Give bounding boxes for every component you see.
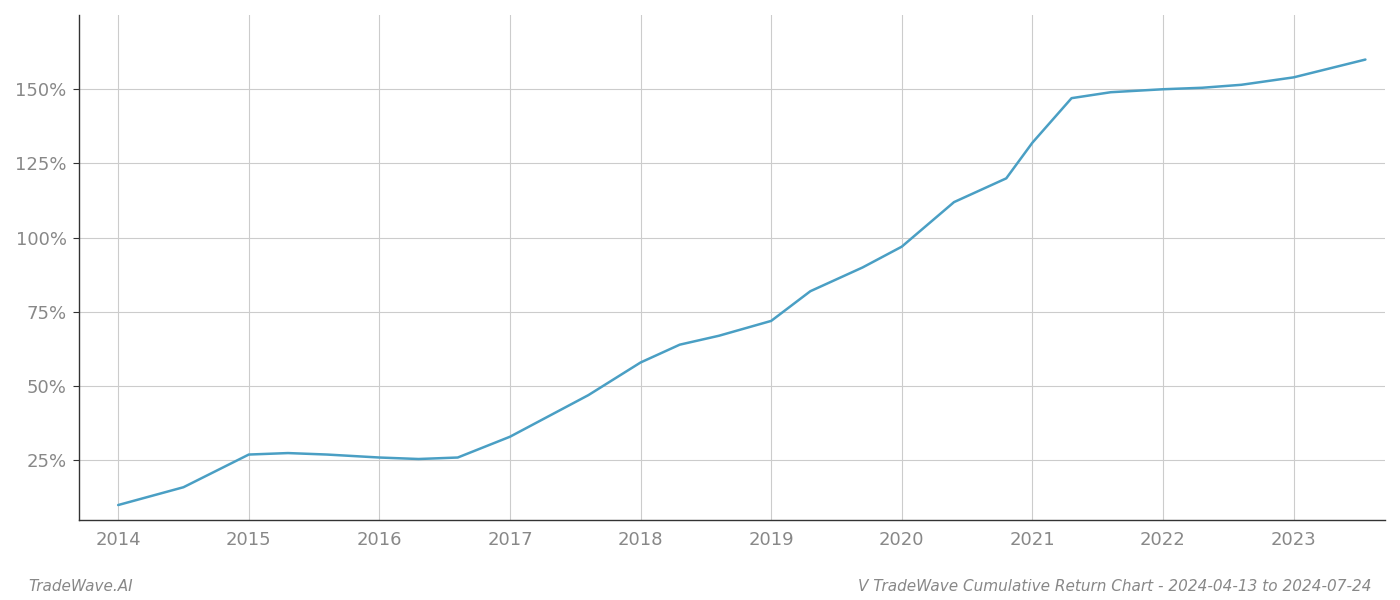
Text: TradeWave.AI: TradeWave.AI <box>28 579 133 594</box>
Text: V TradeWave Cumulative Return Chart - 2024-04-13 to 2024-07-24: V TradeWave Cumulative Return Chart - 20… <box>858 579 1372 594</box>
